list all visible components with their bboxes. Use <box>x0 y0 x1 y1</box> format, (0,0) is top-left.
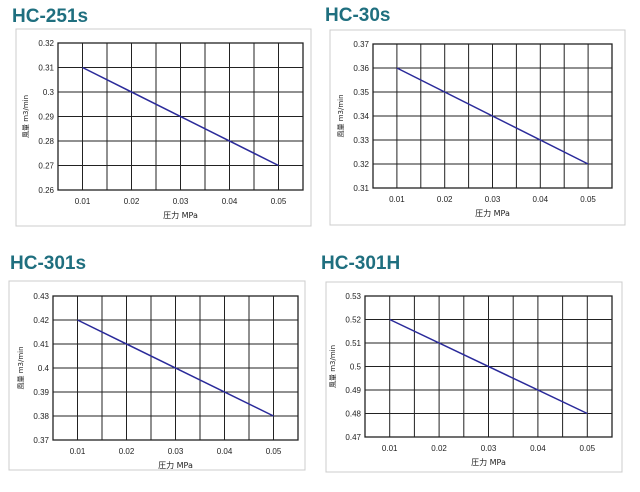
chart-frame <box>329 29 626 226</box>
chart-title-4: HC-301H <box>321 253 401 274</box>
chart-frame <box>325 281 623 473</box>
x-tick-label: 0.05 <box>266 447 282 456</box>
x-tick-label: 0.01 <box>382 444 398 453</box>
x-tick-label: 0.03 <box>485 195 501 204</box>
y-tick-label: 0.47 <box>345 433 361 442</box>
y-tick-label: 0.27 <box>38 162 54 171</box>
y-tick-label: 0.35 <box>353 88 369 97</box>
plot-area <box>52 295 299 441</box>
plot-area <box>57 42 304 191</box>
y-tick-label: 0.34 <box>353 112 369 121</box>
y-tick-label: 0.37 <box>353 40 369 49</box>
x-tick-label: 0.01 <box>389 195 405 204</box>
y-tick-label: 0.31 <box>38 64 54 73</box>
y-tick-label: 0.5 <box>350 363 362 372</box>
x-tick-label: 0.03 <box>481 444 497 453</box>
y-tick-label: 0.39 <box>33 388 49 397</box>
y-tick-label: 0.38 <box>33 412 49 421</box>
series-line <box>396 67 589 165</box>
chart-title-2: HC-30s <box>325 5 391 26</box>
x-tick-label: 0.04 <box>217 447 233 456</box>
x-tick-label: 0.04 <box>533 195 549 204</box>
y-tick-label: 0.28 <box>38 137 54 146</box>
chart-3: 0.37 0.38 0.39 0.4 0.41 0.42 0.43 0.01 0.02 0.03 0… <box>8 280 306 471</box>
x-tick-label: 0.02 <box>119 447 135 456</box>
x-tick-label: 0.04 <box>530 444 546 453</box>
x-tick-label: 0.02 <box>431 444 447 453</box>
x-axis-label: 圧力 MPa <box>163 210 198 220</box>
plot-area <box>364 295 613 438</box>
y-tick-label: 0.48 <box>345 410 361 419</box>
chart-frame <box>8 280 306 471</box>
x-tick-label: 0.05 <box>271 197 287 206</box>
y-tick-label: 0.29 <box>38 113 54 122</box>
x-tick-label: 0.05 <box>580 195 596 204</box>
chart-title-3: HC-301s <box>10 253 87 274</box>
y-tick-label: 0.53 <box>345 292 361 301</box>
y-tick-label: 0.3 <box>43 88 55 97</box>
y-tick-label: 0.4 <box>38 364 50 373</box>
x-tick-label: 0.02 <box>437 195 453 204</box>
y-tick-label: 0.33 <box>353 136 369 145</box>
y-axis-label: 風量 m3/min <box>329 345 337 388</box>
y-tick-label: 0.49 <box>345 386 361 395</box>
y-tick-label: 0.52 <box>345 316 361 325</box>
chart-frame <box>15 28 312 227</box>
x-tick-label: 0.02 <box>124 197 140 206</box>
x-axis-label: 圧力 MPa <box>158 460 193 470</box>
y-tick-label: 0.41 <box>33 340 49 349</box>
x-tick-label: 0.05 <box>580 444 596 453</box>
y-tick-label: 0.42 <box>33 316 49 325</box>
series-line <box>77 319 274 417</box>
x-tick-label: 0.01 <box>75 197 91 206</box>
x-axis-label: 圧力 MPa <box>471 457 506 467</box>
x-axis-label: 圧力 MPa <box>475 208 510 218</box>
chart-1: 0.26 0.27 0.28 0.29 0.3 0.31 0.32 0.01 0.02 0.03 0… <box>15 28 312 227</box>
y-tick-label: 0.51 <box>345 339 361 348</box>
y-tick-label: 0.31 <box>353 184 369 193</box>
series-line <box>82 66 279 167</box>
series-line <box>389 318 588 415</box>
y-tick-label: 0.32 <box>38 39 54 48</box>
x-tick-label: 0.01 <box>70 447 86 456</box>
y-tick-label: 0.26 <box>38 186 54 195</box>
chart-4: 0.47 0.48 0.49 0.5 0.51 0.52 0.53 0.01 0.02 0.03 0… <box>325 281 623 473</box>
x-tick-label: 0.04 <box>222 197 238 206</box>
y-tick-label: 0.32 <box>353 160 369 169</box>
plot-area <box>372 43 613 189</box>
y-axis-label: 風量 m3/min <box>22 95 30 138</box>
chart-title-1: HC-251s <box>12 6 89 27</box>
x-tick-label: 0.03 <box>173 197 189 206</box>
y-tick-label: 0.43 <box>33 292 49 301</box>
chart-2: 0.31 0.32 0.33 0.34 0.35 0.36 0.37 0.01 0.02 0.03… <box>329 29 626 226</box>
y-axis-label: 風量 m3/min <box>17 346 25 389</box>
y-axis-label: 風量 m3/min <box>337 94 345 137</box>
y-tick-label: 0.37 <box>33 436 49 445</box>
x-tick-label: 0.03 <box>168 447 184 456</box>
y-tick-label: 0.36 <box>353 64 369 73</box>
